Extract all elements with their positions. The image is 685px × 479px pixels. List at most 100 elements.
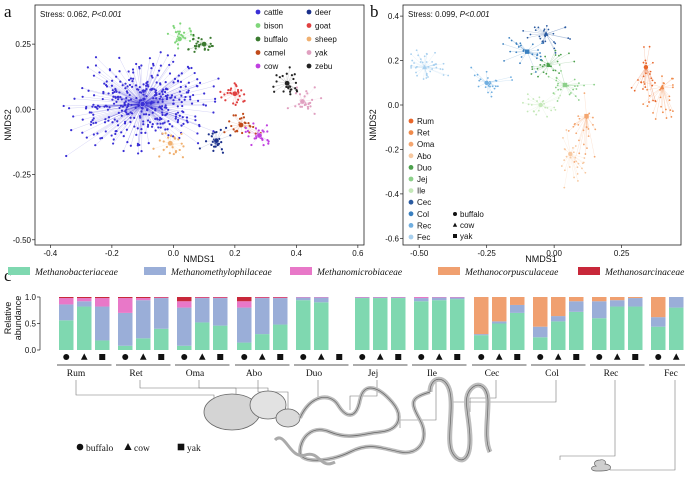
sample-point [267, 142, 270, 145]
sample-point [228, 120, 231, 123]
spider-line [104, 103, 143, 107]
spider-line [531, 64, 549, 75]
bar-segment-Ret-yak-4 [154, 297, 169, 298]
sample-point [138, 114, 142, 118]
sample-point [134, 106, 137, 110]
spider-line [586, 116, 589, 137]
spider-line [142, 104, 161, 124]
sample-point [569, 92, 572, 94]
spider-line [486, 79, 513, 83]
y-tick-label: -0.25 [13, 171, 32, 180]
spider-line [139, 87, 143, 105]
sample-point [435, 66, 438, 69]
sample-point [648, 95, 651, 97]
sample-point [186, 121, 189, 124]
sample-point [490, 95, 493, 98]
spider-line [142, 66, 189, 105]
sample-point [662, 82, 665, 84]
bar-segment-Abo-yak-2 [273, 297, 288, 299]
sample-point [162, 148, 165, 152]
sample-point [297, 103, 301, 106]
sample-point [232, 114, 235, 117]
sample-point [167, 136, 170, 139]
sample-point [94, 121, 98, 124]
spider-line [109, 103, 143, 108]
sample-point [172, 102, 175, 105]
spider-line [142, 95, 173, 105]
sample-point [568, 93, 571, 96]
spider-line [89, 103, 143, 113]
sample-point [234, 130, 237, 133]
sample-point [140, 110, 143, 113]
sample-point [140, 64, 143, 67]
sample-point [585, 126, 588, 129]
sample-point [162, 140, 165, 143]
sample-point [101, 97, 104, 101]
sample-point [577, 99, 580, 101]
spider-line [142, 95, 166, 105]
sample-point [180, 124, 183, 127]
bar-segment-Rum-yak-0 [95, 340, 110, 350]
legend-marker-yak [306, 50, 312, 55]
sample-point [249, 125, 252, 128]
bar-segment-Ile-cow-0 [432, 300, 447, 350]
sample-point [177, 32, 181, 35]
sample-point [121, 84, 124, 87]
spider-line [82, 87, 143, 105]
sample-point [422, 78, 425, 80]
sample-point [180, 132, 183, 136]
spider-line [142, 104, 199, 144]
sample-point [303, 95, 306, 98]
bar-segment-Ret-cow-0 [136, 338, 151, 350]
family-swatch-2 [290, 267, 312, 275]
spider-line [535, 30, 547, 35]
sample-point [241, 131, 244, 135]
spider-line [142, 103, 163, 110]
sample-point [542, 40, 544, 43]
spider-line [142, 104, 180, 139]
sample-point [158, 82, 162, 85]
spider-line [579, 116, 587, 154]
spider-line [142, 103, 179, 121]
sample-point [193, 44, 197, 48]
spider-line [142, 103, 188, 123]
legend-label-Jej: Jej [417, 175, 427, 184]
centroid-Duo [546, 62, 552, 67]
sample-point [447, 74, 450, 77]
spider-line [142, 65, 154, 105]
sample-point [171, 125, 174, 128]
sample-point [174, 96, 177, 99]
sample-point [229, 87, 233, 90]
spider-line [125, 101, 143, 105]
sample-point [140, 131, 143, 135]
spider-line [527, 94, 541, 106]
sample-point [193, 50, 196, 53]
sample-point [169, 96, 172, 99]
sample-point [178, 98, 181, 101]
spider-line [103, 93, 143, 105]
centroid-sheep [167, 140, 174, 147]
sample-point [185, 116, 189, 119]
sample-point [434, 51, 436, 54]
panel-a-x-label: NMDS1 [183, 254, 215, 264]
spider-line [142, 73, 182, 105]
bar-species-marker-Ret-buffalo [122, 354, 129, 360]
spider-line [564, 83, 579, 86]
sample-point [178, 114, 181, 117]
spider-line [112, 80, 143, 105]
sample-point [522, 101, 524, 104]
sample-point [140, 106, 143, 109]
spider-line [545, 26, 566, 35]
spider-line [118, 99, 143, 105]
sample-point [188, 39, 192, 43]
bar-segment-Oma-yak-1 [213, 298, 228, 326]
spider-line [124, 104, 143, 124]
legend-marker-Oma [408, 141, 414, 147]
spider-line [105, 104, 143, 132]
spider-line [93, 103, 143, 105]
y-tick-label: 0.2 [388, 57, 400, 66]
sample-point [148, 113, 151, 116]
sample-point [161, 113, 164, 117]
bar-segment-Rec-cow-1 [610, 300, 625, 307]
spider-line [112, 90, 143, 105]
